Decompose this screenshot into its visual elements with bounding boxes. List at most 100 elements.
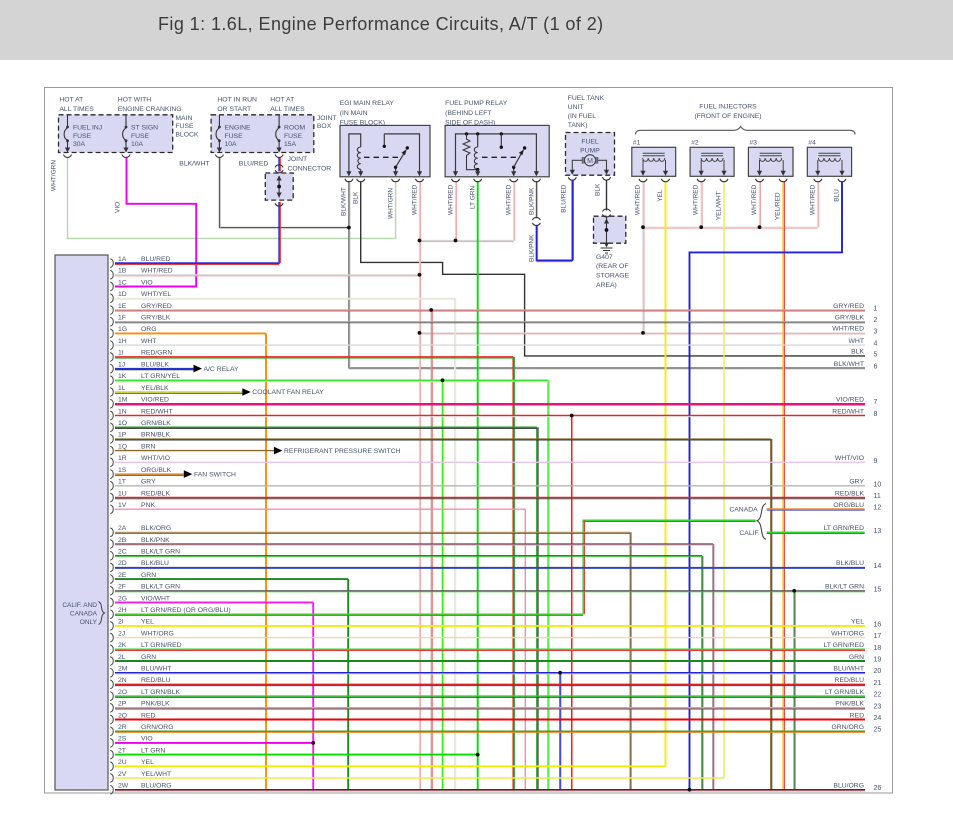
svg-text:1H: 1H bbox=[118, 338, 127, 345]
svg-text:WHT/ORG: WHT/ORG bbox=[141, 630, 174, 637]
svg-text:1O: 1O bbox=[118, 420, 127, 427]
svg-text:FUEL INJ: FUEL INJ bbox=[73, 125, 102, 132]
svg-text:2V: 2V bbox=[118, 771, 127, 778]
svg-text:RED/BLK: RED/BLK bbox=[835, 490, 865, 497]
svg-text:OR START: OR START bbox=[217, 106, 251, 113]
svg-text:15A: 15A bbox=[284, 141, 297, 148]
svg-text:LT GRN/YEL: LT GRN/YEL bbox=[141, 373, 180, 380]
svg-text:CALIF.: CALIF. bbox=[739, 530, 760, 537]
svg-text:WHT/RED: WHT/RED bbox=[751, 184, 758, 215]
svg-text:BLK/LT GRN: BLK/LT GRN bbox=[141, 584, 180, 591]
svg-text:2U: 2U bbox=[118, 759, 127, 766]
svg-text:4: 4 bbox=[874, 341, 878, 348]
svg-text:UNIT: UNIT bbox=[568, 104, 584, 111]
svg-text:BLOCK: BLOCK bbox=[175, 132, 199, 139]
svg-text:BLK/WHT: BLK/WHT bbox=[341, 187, 348, 216]
svg-text:(IN FUEL: (IN FUEL bbox=[568, 113, 597, 120]
svg-text:BLU/WHT: BLU/WHT bbox=[141, 666, 172, 673]
svg-text:1D: 1D bbox=[118, 291, 127, 298]
svg-text:22: 22 bbox=[874, 692, 882, 699]
svg-text:FUEL TANK: FUEL TANK bbox=[568, 95, 605, 102]
svg-text:M: M bbox=[587, 158, 593, 165]
svg-text:13: 13 bbox=[874, 528, 882, 535]
svg-text:2J: 2J bbox=[118, 630, 125, 637]
svg-text:RED: RED bbox=[141, 712, 155, 719]
svg-text:G407: G407 bbox=[596, 254, 613, 261]
svg-text:GRY/BLK: GRY/BLK bbox=[835, 315, 865, 322]
svg-text:BLK: BLK bbox=[353, 191, 360, 204]
svg-text:WHT/RED: WHT/RED bbox=[832, 326, 864, 333]
svg-text:24: 24 bbox=[874, 715, 882, 722]
svg-text:5: 5 bbox=[874, 351, 878, 358]
svg-text:COOLANT FAN RELAY: COOLANT FAN RELAY bbox=[252, 389, 324, 396]
svg-text:6: 6 bbox=[874, 364, 878, 371]
svg-text:RED/BLU: RED/BLU bbox=[141, 677, 171, 684]
svg-text:GRN/ORG: GRN/ORG bbox=[832, 724, 864, 731]
svg-text:15: 15 bbox=[874, 586, 882, 593]
svg-text:RED/BLU: RED/BLU bbox=[835, 677, 865, 684]
svg-text:ENGINE: ENGINE bbox=[225, 125, 252, 132]
svg-text:FUSE: FUSE bbox=[73, 133, 92, 140]
svg-text:WHT/RED: WHT/RED bbox=[693, 184, 700, 215]
svg-text:BLK/LT GRN: BLK/LT GRN bbox=[141, 549, 180, 556]
svg-text:GRY/RED: GRY/RED bbox=[141, 303, 172, 310]
svg-text:BLK/LT GRN: BLK/LT GRN bbox=[825, 584, 864, 591]
svg-text:2N: 2N bbox=[118, 677, 127, 684]
svg-text:1J: 1J bbox=[118, 361, 125, 368]
svg-text:EGI MAIN RELAY: EGI MAIN RELAY bbox=[340, 100, 395, 107]
svg-text:7: 7 bbox=[874, 399, 878, 406]
svg-text:2B: 2B bbox=[118, 537, 127, 544]
svg-text:BLU/ORG: BLU/ORG bbox=[141, 783, 172, 790]
svg-text:1P: 1P bbox=[118, 432, 127, 439]
svg-text:VIO/RED: VIO/RED bbox=[141, 397, 169, 404]
svg-text:YEL/WHT: YEL/WHT bbox=[716, 191, 723, 220]
svg-text:2: 2 bbox=[874, 317, 878, 324]
svg-text:BLK/ORG: BLK/ORG bbox=[141, 525, 171, 532]
svg-text:Fig 1: 1.6L, Engine Performanc: Fig 1: 1.6L, Engine Performance Circuits… bbox=[158, 14, 604, 34]
svg-text:BLK/BLU: BLK/BLU bbox=[836, 560, 864, 567]
svg-text:23: 23 bbox=[874, 703, 882, 710]
svg-text:FAN SWITCH: FAN SWITCH bbox=[194, 471, 236, 478]
svg-text:VIO: VIO bbox=[115, 202, 122, 213]
svg-text:WHT/RED: WHT/RED bbox=[506, 184, 513, 215]
svg-text:1L: 1L bbox=[118, 385, 126, 392]
svg-text:FUSE: FUSE bbox=[175, 123, 194, 130]
svg-text:FUSE: FUSE bbox=[225, 133, 244, 140]
svg-text:RED/BLK: RED/BLK bbox=[141, 490, 171, 497]
svg-text:HOT IN RUN: HOT IN RUN bbox=[217, 96, 257, 103]
svg-text:VIO: VIO bbox=[141, 736, 153, 743]
svg-text:9: 9 bbox=[874, 458, 878, 465]
svg-text:LT GRN/BLK: LT GRN/BLK bbox=[141, 689, 180, 696]
svg-text:HOT AT: HOT AT bbox=[270, 96, 294, 103]
svg-text:PNK: PNK bbox=[141, 502, 155, 509]
svg-text:1G: 1G bbox=[118, 326, 127, 333]
svg-text:JOINT: JOINT bbox=[288, 156, 308, 163]
svg-text:25: 25 bbox=[874, 727, 882, 734]
svg-text:21: 21 bbox=[874, 680, 882, 687]
svg-text:BLK/WHT: BLK/WHT bbox=[834, 361, 864, 368]
svg-text:LT GRN/BLK: LT GRN/BLK bbox=[825, 689, 864, 696]
svg-text:STORAGE: STORAGE bbox=[596, 273, 630, 280]
svg-text:A/C RELAY: A/C RELAY bbox=[204, 366, 239, 373]
svg-text:ST SIGN: ST SIGN bbox=[131, 125, 158, 132]
svg-text:GRY: GRY bbox=[141, 479, 156, 486]
svg-text:2S: 2S bbox=[118, 736, 127, 743]
svg-text:11: 11 bbox=[874, 493, 881, 500]
svg-text:WHT/VIO: WHT/VIO bbox=[835, 455, 864, 462]
svg-text:LT GRN/RED: LT GRN/RED bbox=[141, 642, 182, 649]
svg-text:LT GRN: LT GRN bbox=[470, 185, 477, 209]
svg-text:BLK/PNK: BLK/PNK bbox=[141, 537, 170, 544]
svg-text:2M: 2M bbox=[118, 666, 128, 673]
svg-text:FUEL PUMP RELAY: FUEL PUMP RELAY bbox=[445, 100, 508, 107]
svg-text:HOT WITH: HOT WITH bbox=[118, 96, 152, 103]
svg-text:WHT/RED: WHT/RED bbox=[635, 184, 642, 215]
svg-text:1U: 1U bbox=[118, 490, 127, 497]
svg-text:BLU/RED: BLU/RED bbox=[239, 161, 269, 168]
svg-text:ONLY: ONLY bbox=[80, 619, 98, 626]
svg-text:2R: 2R bbox=[118, 724, 127, 731]
svg-text:8: 8 bbox=[874, 411, 878, 418]
svg-text:2T: 2T bbox=[118, 747, 126, 754]
svg-text:2G: 2G bbox=[118, 595, 127, 602]
svg-text:2H: 2H bbox=[118, 607, 127, 614]
svg-text:2A: 2A bbox=[118, 525, 127, 532]
